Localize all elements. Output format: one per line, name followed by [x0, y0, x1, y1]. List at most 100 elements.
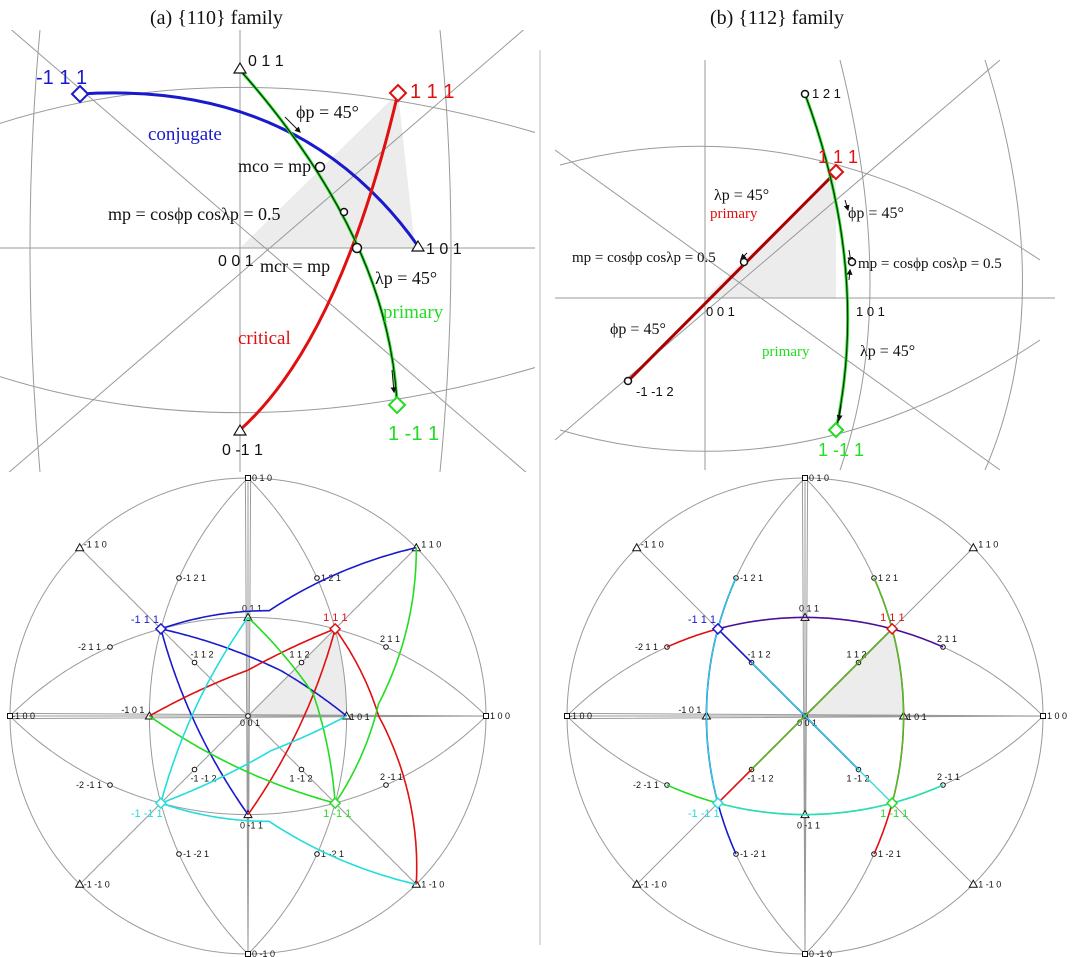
pole-m1m21: -1 -2 1	[740, 849, 766, 859]
label-primary-b-green: primary	[762, 344, 810, 360]
pole-001: 0 0 1	[797, 718, 817, 728]
pole-211: 2 1 1	[380, 634, 400, 644]
pole-010-marker	[802, 475, 808, 481]
b-green-right	[873, 577, 905, 804]
b-blue-top	[717, 616, 944, 648]
eq-a-phi: ϕp = 45°	[296, 102, 359, 122]
eq-a-mcr: mcr = mp	[260, 256, 330, 276]
pole-1m21-marker	[314, 851, 320, 857]
pole-110: 1 1 0	[978, 540, 998, 550]
pole-b-111: 1 1 1	[818, 147, 858, 167]
pole-1m12-marker	[298, 766, 305, 773]
eq-b-lambda-red: λp = 45°	[714, 187, 769, 204]
pole-110-marker	[968, 542, 979, 552]
stereogram-b: 0 1 0 0 -1 0 -1 0 0 1 0 0 -1 1 0 1 1 0 -1 -1 0…	[564, 473, 1067, 957]
pole-m100: -1 0 0	[569, 711, 592, 721]
panel-b-red-line	[626, 170, 838, 383]
pole-2m11-marker	[383, 782, 389, 788]
pole-m112: -1 1 2	[748, 650, 771, 660]
pole-m1m12: -1 -1 2	[748, 773, 774, 783]
pole-a-1m11: 1 -1 1	[388, 423, 439, 445]
pole-m110-marker	[631, 542, 642, 552]
pole-011: 0 1 1	[242, 603, 262, 613]
pole-m112: -1 1 2	[191, 650, 214, 660]
pole-121-marker	[314, 575, 320, 581]
panel-a-critical-curve	[238, 92, 400, 432]
pole-m1m10-marker	[631, 879, 642, 888]
pole-112: 1 1 2	[289, 650, 309, 660]
eq-b-mp-right: mp = cosϕp cosλp = 0.5	[858, 256, 1002, 272]
pole-m1m10-marker	[74, 879, 85, 888]
pole-100-marker	[1040, 713, 1046, 719]
pole-m100-marker	[7, 713, 13, 719]
eq-b-phi-green: ϕp = 45°	[848, 205, 904, 222]
pole-111-marker	[329, 622, 342, 635]
pole-0m10-marker	[802, 951, 808, 957]
a-red-curve-right	[334, 628, 418, 885]
pole-a-0m11: 0 -1 1	[222, 442, 263, 459]
pole-m211: -2 1 1	[78, 642, 101, 652]
panel-a-title: (a) {110} family	[150, 7, 283, 29]
panel-b-title: (b) {112} family	[710, 7, 844, 29]
eq-a-lambda: λp = 45°	[375, 268, 437, 288]
a-green-curve-up	[247, 616, 336, 804]
pole-1m10: 1 -1 0	[421, 879, 444, 889]
label-conjugate: conjugate	[148, 124, 222, 145]
pole-m1m21-marker	[176, 851, 182, 857]
pole-1m12: 1 -1 2	[289, 773, 312, 783]
pole-m101: -1 0 1	[678, 705, 701, 715]
pole-m110-marker	[74, 542, 85, 552]
stereogram-a: 0 1 0 0 -1 0 -1 0 0 1 0 0 -1 1 0 1 1 0 -1 -1 0…	[7, 473, 510, 957]
pole-110: 1 1 0	[421, 540, 441, 550]
a-cyan-curve-mid	[160, 715, 347, 804]
pole-a-m111: -1 1 1	[36, 67, 87, 89]
pole-100: 1 0 0	[490, 711, 510, 721]
a-green-curve-right	[334, 547, 418, 804]
pole-m1m21: -1 -2 1	[183, 849, 209, 859]
a-green-curve-left	[148, 715, 336, 804]
pole-1m12: 1 -1 2	[846, 773, 869, 783]
pole-m1m12: -1 -1 2	[191, 773, 217, 783]
pole-010: 0 1 0	[809, 473, 829, 483]
pole-010: 0 1 0	[252, 473, 272, 483]
b-cyan-bottom	[717, 784, 944, 816]
eq-a-mco: mco = mp	[238, 156, 311, 176]
pole-1m21: 1 -2 1	[321, 849, 344, 859]
pole-b-m1m12: -1 -1 2	[636, 384, 674, 399]
label-primary-a: primary	[383, 302, 444, 323]
pole-m1m11: -1 -1 1	[688, 808, 720, 820]
a-cyan-curve-up	[160, 616, 249, 804]
pole-m111-marker	[711, 622, 724, 635]
pole-m211: -2 1 1	[635, 642, 658, 652]
pole-010-marker	[245, 475, 251, 481]
pole-m101: -1 0 1	[121, 705, 144, 715]
label-critical: critical	[238, 328, 291, 349]
pole-b-101: 1 0 1	[856, 304, 885, 319]
pole-m1m10: -1 -1 0	[641, 879, 667, 889]
pole-m1m11: -1 -1 1	[131, 808, 163, 820]
pole-1m11-marker	[886, 797, 899, 810]
pole-112: 1 1 2	[846, 650, 866, 660]
pole-0m10-marker	[245, 951, 251, 957]
pole-0m11: 0 -1 1	[240, 821, 263, 831]
pole-a-111: 1 1 1	[410, 81, 454, 103]
pole-011: 0 1 1	[799, 603, 819, 613]
pole-a-011: 0 1 1	[248, 53, 284, 70]
pole-m110: -1 1 0	[641, 540, 664, 550]
pole-1m10: 1 -1 0	[978, 879, 1001, 889]
eq-b-phi-red: ϕp = 45°	[610, 321, 666, 338]
pole-1m11: 1 -1 1	[323, 808, 351, 820]
pole-111: 1 1 1	[323, 612, 347, 624]
panel-a-shaded-triangle	[240, 93, 415, 248]
a-red-curve-down	[247, 628, 336, 816]
a-red-curve-left	[149, 628, 336, 717]
pole-m110: -1 1 0	[84, 540, 107, 550]
pole-m2m11: -2 -1 1	[633, 780, 659, 790]
pole-m1m11-marker	[711, 797, 724, 810]
pole-m1m10: -1 -1 0	[84, 879, 110, 889]
pole-m111: -1 1 1	[688, 614, 716, 626]
pole-b-001: 0 0 1	[706, 304, 735, 319]
pole-211-marker	[383, 644, 389, 650]
pole-100: 1 0 0	[1047, 711, 1067, 721]
pole-111-marker	[886, 622, 899, 635]
